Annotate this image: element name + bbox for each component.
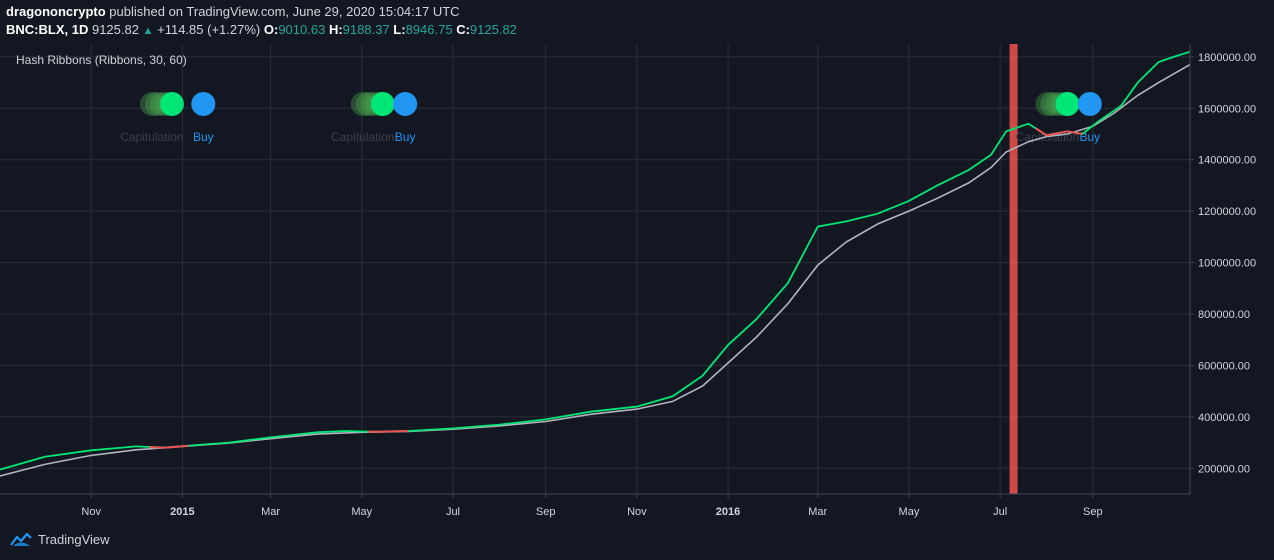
tradingview-logo-icon[interactable] — [10, 532, 32, 547]
x-tick-label: Nov — [81, 506, 101, 518]
y-tick-label: 1400000.00 — [1198, 155, 1256, 167]
capitulation-marker — [1055, 92, 1080, 116]
high-label: H: — [328, 22, 343, 37]
y-tick-label: 1000000.00 — [1198, 258, 1256, 270]
buy-marker — [191, 92, 216, 116]
price-change: +114.85 (+1.27%) — [157, 22, 261, 37]
capitulation-marker — [159, 92, 184, 116]
open-value: 9010.63 — [278, 22, 326, 37]
buy-marker — [393, 92, 418, 116]
y-tick-label: 800000.00 — [1198, 309, 1250, 321]
ma-lines — [0, 50, 1191, 477]
buy-marker — [1077, 92, 1102, 116]
signal-markers: Capitulation Buy Capitulation Buy Capitulati… — [120, 92, 1102, 144]
x-tick-label: Mar — [808, 506, 827, 518]
y-tick-label: 400000.00 — [1198, 412, 1250, 424]
close-value: 9125.82 — [469, 22, 517, 37]
high-value: 9188.37 — [342, 22, 390, 37]
x-tick-label: May — [899, 506, 920, 518]
capitulation-marker — [139, 92, 164, 116]
chart-grid — [0, 44, 1190, 494]
publish-info: dragononcrypto published on TradingView.… — [6, 4, 460, 19]
footer: TradingView — [10, 532, 110, 547]
symbol-label: BNC:BLX, 1D — [6, 22, 89, 37]
capitulation-label: Capitulation — [331, 130, 394, 144]
buy-label: Buy — [1079, 130, 1100, 144]
author-name[interactable]: dragononcrypto — [6, 4, 106, 19]
y-tick-label: 1600000.00 — [1198, 103, 1256, 115]
x-tick-label: May — [351, 506, 372, 518]
up-triangle-icon: ▲ — [142, 25, 154, 37]
capitulation-segment — [149, 444, 189, 449]
capitulation-label: Capitulation — [120, 130, 183, 144]
time-axis: Nov 2015 Mar May Jul Sep Nov 2016 Mar May Jul Sep — [81, 494, 1103, 518]
capitulation-marker — [1035, 92, 1060, 116]
x-tick-label: Nov — [627, 506, 647, 518]
price-axis: 1800000.00 1600000.00 1400000.00 1200000.00… — [1190, 52, 1256, 475]
x-tick-label: Jul — [993, 506, 1007, 518]
slow-ma-line — [0, 63, 1191, 477]
capitulation-marker — [350, 92, 375, 116]
y-tick-label: 200000.00 — [1198, 463, 1250, 475]
price-chart[interactable]: Capitulation Buy Capitulation Buy Capitulati… — [0, 44, 1274, 530]
symbol-info: BNC:BLX, 1D 9125.82 ▲ +114.85 (+1.27%) O… — [6, 22, 517, 37]
buy-label: Buy — [395, 130, 416, 144]
y-tick-label: 1200000.00 — [1198, 206, 1256, 218]
published-text: published on TradingView.com, June 29, 2… — [109, 4, 460, 19]
x-tick-label: Sep — [536, 506, 556, 518]
x-tick-label: 2015 — [170, 506, 194, 518]
x-tick-label: Sep — [1083, 506, 1103, 518]
brand-name[interactable]: TradingView — [38, 532, 110, 547]
capitulation-marker — [370, 92, 395, 116]
capitulation-bar — [1009, 44, 1018, 494]
x-tick-label: Jul — [446, 506, 460, 518]
y-tick-label: 600000.00 — [1198, 360, 1250, 372]
buy-label: Buy — [193, 130, 214, 144]
capitulation-segment — [367, 430, 409, 433]
y-tick-label: 1800000.00 — [1198, 52, 1256, 64]
last-price: 9125.82 — [91, 22, 139, 37]
vertical-highlight — [1009, 44, 1018, 494]
capitulation-segment — [1035, 127, 1083, 137]
low-label: L: — [393, 22, 406, 37]
x-tick-label: 2016 — [716, 506, 740, 518]
open-label: O: — [263, 22, 279, 37]
low-value: 8946.75 — [405, 22, 453, 37]
close-label: C: — [456, 22, 470, 37]
indicator-label[interactable]: Hash Ribbons (Ribbons, 30, 60) — [16, 53, 187, 67]
x-tick-label: Mar — [261, 506, 280, 518]
